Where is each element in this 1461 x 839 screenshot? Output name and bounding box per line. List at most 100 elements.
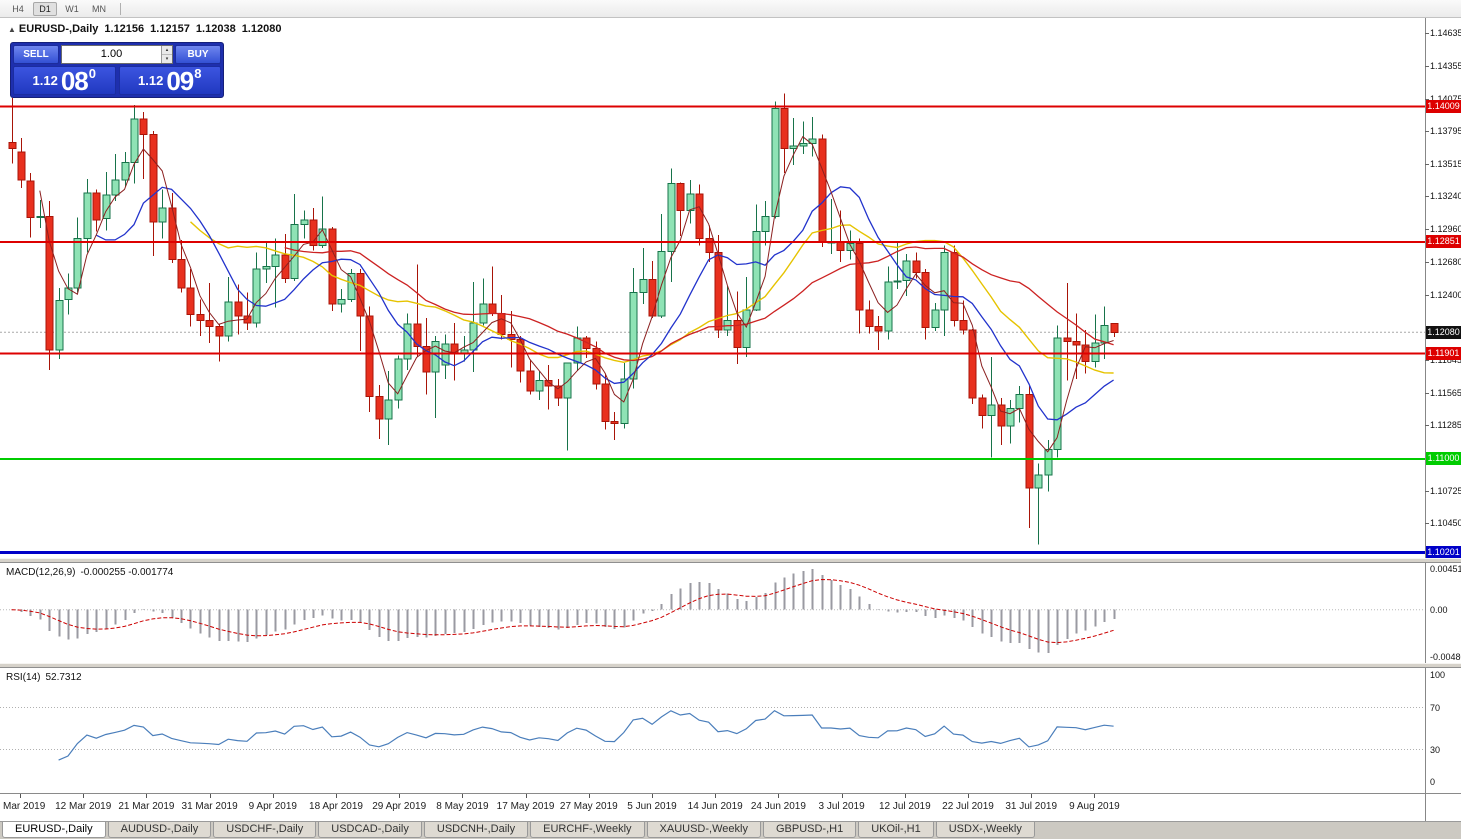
timeframe-toolbar: H4 D1 W1 MN — [0, 0, 1461, 18]
trade-controls-row: SELL 1.00 ▴ ▾ BUY — [13, 45, 221, 64]
date-axis-label: 5 Jun 2019 — [627, 801, 677, 812]
date-axis-tick — [272, 794, 274, 798]
date-axis-tick — [209, 794, 211, 798]
chart-symbol-period: EURUSD-,Daily — [18, 23, 99, 35]
date-axis-label: 31 Mar 2019 — [181, 801, 238, 812]
time-axis[interactable]: 3 Mar 2019 12 Mar 2019 21 Mar 2019 31 Mar 2… — [0, 793, 1461, 821]
price-axis-tick — [1425, 262, 1429, 263]
price-axis-tick — [1425, 359, 1429, 361]
timeframe-button-H4[interactable]: H4 — [12, 3, 24, 14]
buy-price-pipette: 8 — [194, 66, 202, 81]
date-axis-tick — [904, 794, 906, 798]
date-axis-label: 27 May 2019 — [559, 801, 618, 812]
chart-tab-USDCNH-Daily[interactable]: USDCNH-,Daily — [423, 822, 529, 838]
price-axis-label: 1.13240 — [1430, 191, 1461, 202]
date-axis-label: 31 Jul 2019 — [1005, 801, 1058, 812]
date-axis-tick — [399, 794, 401, 798]
date-axis-label: 9 Apr 2019 — [248, 801, 297, 812]
volume-increase-button[interactable]: ▴ — [162, 46, 172, 55]
macd-indicator-values: -0.000255 -0.001774 — [80, 567, 174, 578]
sell-price-pipette: 0 — [88, 66, 96, 81]
price-level-badge: 1.11901 — [1426, 346, 1461, 360]
date-axis-tick — [20, 794, 21, 798]
price-axis-label: 1.11565 — [1430, 387, 1461, 398]
date-axis-tick — [462, 794, 464, 798]
date-axis-tick — [968, 794, 969, 798]
rsi-line — [58, 709, 1114, 761]
rsi-label: RSI(14) 52.7312 — [6, 672, 87, 683]
macd-label: MACD(12,26,9) -0.000255 -0.001774 — [6, 567, 178, 578]
rsi-plot[interactable] — [0, 668, 1425, 793]
volume-input[interactable]: 1.00 ▴ ▾ — [61, 45, 173, 64]
trade-prices-row: 1.12 08 0 1.12 09 8 — [13, 66, 221, 95]
ohlc-high: 1.12157 — [150, 23, 190, 35]
price-axis-label: 1.14635 — [1430, 28, 1461, 38]
sell-button[interactable]: SELL — [13, 45, 59, 64]
buy-button[interactable]: BUY — [175, 45, 221, 64]
price-axis-tick — [1425, 229, 1429, 231]
price-axis-label: 1.12960 — [1430, 224, 1461, 235]
volume-spinner: ▴ ▾ — [161, 46, 172, 63]
date-axis-tick — [1031, 794, 1033, 798]
rsi-scale-0: 0 — [1430, 777, 1436, 787]
ohlc-low: 1.12038 — [195, 23, 236, 35]
chart-tab-EURCHF-Weekly[interactable]: EURCHF-,Weekly — [530, 822, 645, 838]
pane-splitter[interactable] — [0, 663, 1461, 668]
timeframe-button-W1[interactable]: W1 — [65, 3, 79, 14]
chart-tab-USDCHF-Daily[interactable]: USDCHF-,Daily — [213, 822, 317, 838]
macd-scale-min: -0.0048061 — [1430, 652, 1461, 662]
price-axis-tick — [1425, 425, 1429, 427]
date-axis-label: 21 Mar 2019 — [118, 801, 175, 812]
rsi-indicator-value: 52.7312 — [45, 672, 82, 683]
price-axis-label: 1.11845 — [1430, 354, 1461, 365]
price-axis-tick — [1425, 294, 1429, 296]
price-axis-label: 1.12680 — [1430, 257, 1461, 267]
chart-tab-USDX-Weekly[interactable]: USDX-,Weekly — [935, 822, 1035, 838]
pane-splitter[interactable] — [0, 558, 1461, 563]
chart-tab-EURUSD-Daily[interactable]: EURUSD-,Daily — [2, 822, 106, 838]
macd-signal-line — [11, 578, 1114, 644]
rsi-scale-70: 70 — [1430, 702, 1441, 713]
volume-decrease-button[interactable]: ▾ — [162, 55, 172, 63]
chart-tab-GBPUSD-H1[interactable]: GBPUSD-,H1 — [762, 822, 857, 838]
price-chart-plot[interactable] — [0, 18, 1425, 558]
date-axis-tick — [652, 794, 653, 798]
sell-price-display[interactable]: 1.12 08 0 — [13, 66, 116, 95]
date-axis-tick — [588, 794, 590, 798]
price-axis-label: 1.13515 — [1430, 159, 1461, 170]
chart-tab-XAUUSD-Weekly[interactable]: XAUUSD-,Weekly — [646, 822, 761, 838]
price-axis-tick — [1425, 131, 1429, 133]
date-axis-label: 9 Aug 2019 — [1069, 801, 1120, 812]
date-axis-tick — [336, 794, 337, 798]
price-axis-tick — [1425, 196, 1429, 198]
date-axis-tick — [841, 794, 843, 798]
date-axis-label: 29 Apr 2019 — [372, 801, 427, 812]
date-axis-label: 22 Jul 2019 — [942, 801, 994, 812]
timeframe-button-D1[interactable]: D1 — [33, 1, 57, 16]
buy-price-prefix: 1.12 — [138, 73, 164, 88]
price-axis-label: 1.12400 — [1430, 289, 1461, 300]
ma-10-line — [96, 186, 1114, 421]
macd-plot[interactable] — [0, 563, 1425, 663]
chart-tab-UKOil-H1[interactable]: UKOil-,H1 — [858, 822, 934, 838]
price-axis-label: 1.14075 — [1430, 93, 1461, 104]
date-axis-label: 12 Mar 2019 — [55, 801, 112, 812]
volume-value[interactable]: 1.00 — [100, 48, 123, 60]
buy-price-display[interactable]: 1.12 09 8 — [118, 66, 221, 95]
price-axis-tick — [1425, 523, 1429, 525]
date-axis-label: 24 Jun 2019 — [750, 801, 806, 812]
chart-tab-AUDUSD-Daily[interactable]: AUDUSD-,Daily — [107, 822, 212, 838]
date-axis-tick — [525, 794, 527, 798]
timeframe-button-MN[interactable]: MN — [92, 3, 106, 14]
collapse-trade-panel-icon[interactable]: ▲ — [8, 25, 16, 34]
date-axis-label: 14 Jun 2019 — [687, 801, 743, 812]
macd-scale-max: 0.0045170 — [1430, 564, 1461, 574]
rsi-pane: RSI(14) 52.7312 — [0, 668, 1461, 793]
price-axis-label: 1.10450 — [1430, 518, 1461, 529]
ohlc-close: 1.12080 — [241, 23, 282, 35]
price-axis-tick — [1425, 98, 1429, 100]
price-level-badge: 1.11000 — [1426, 452, 1461, 466]
price-axis-label: 1.13795 — [1430, 126, 1461, 137]
ohlc-open: 1.12156 — [104, 23, 145, 35]
chart-tab-USDCAD-Daily[interactable]: USDCAD-,Daily — [318, 822, 422, 838]
